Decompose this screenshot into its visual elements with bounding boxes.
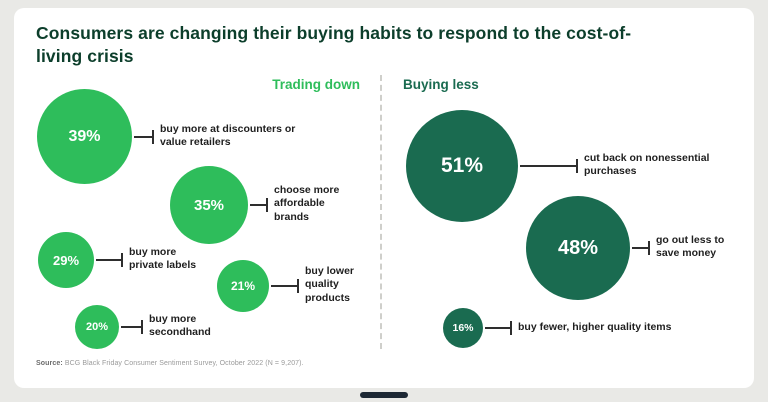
connector-less-51 xyxy=(520,159,578,173)
label-less-48: go out less to save money xyxy=(656,234,725,260)
label-less-16: buy fewer, higher quality items xyxy=(518,321,672,333)
label-trading-39: buy more at discounters or value retaile… xyxy=(160,123,296,149)
label-trading-35: choose more affordable brands xyxy=(274,184,340,223)
bubble-less-48: 48% xyxy=(526,196,630,300)
bubble-value: 39% xyxy=(68,127,101,145)
connector-trading-35 xyxy=(250,198,268,212)
label-trading-20: buy more secondhand xyxy=(149,313,211,339)
label-less-51: cut back on nonessential purchases xyxy=(584,152,710,178)
bubble-less-16: 16% xyxy=(443,308,483,348)
bubble-trading-39: 39% xyxy=(37,89,132,184)
bubble-value: 20% xyxy=(85,321,109,333)
bubble-value: 48% xyxy=(557,236,599,259)
bubble-trading-21: 21% xyxy=(217,260,269,312)
bubble-value: 29% xyxy=(52,252,80,268)
source-label: Source: xyxy=(36,360,63,367)
bubble-less-51: 51% xyxy=(406,110,518,222)
section-header-buying-less: Buying less xyxy=(403,77,479,92)
section-divider xyxy=(380,75,382,349)
label-trading-21: buy lower quality products xyxy=(305,265,355,304)
source-text: BCG Black Friday Consumer Sentiment Surv… xyxy=(64,360,304,367)
bottom-handle xyxy=(360,392,408,398)
connector-trading-39 xyxy=(134,130,154,144)
bubble-trading-35: 35% xyxy=(170,166,248,244)
connector-trading-29 xyxy=(96,253,123,267)
bubble-value: 35% xyxy=(193,196,225,214)
section-header-trading-down: Trading down xyxy=(272,77,360,92)
bubble-value: 51% xyxy=(440,154,484,177)
connector-trading-20 xyxy=(121,320,143,334)
bubble-trading-20: 20% xyxy=(75,305,119,349)
bubble-value: 16% xyxy=(452,322,474,334)
source-note: Source: BCG Black Friday Consumer Sentim… xyxy=(36,360,304,367)
card-background xyxy=(14,8,754,388)
connector-less-16 xyxy=(485,321,512,335)
label-trading-29: buy more private labels xyxy=(129,246,197,272)
page-title: Consumers are changing their buying habi… xyxy=(36,23,632,66)
connector-trading-21 xyxy=(271,279,299,293)
connector-less-48 xyxy=(632,241,650,255)
bubble-trading-29: 29% xyxy=(38,232,94,288)
bubble-value: 21% xyxy=(230,279,256,293)
